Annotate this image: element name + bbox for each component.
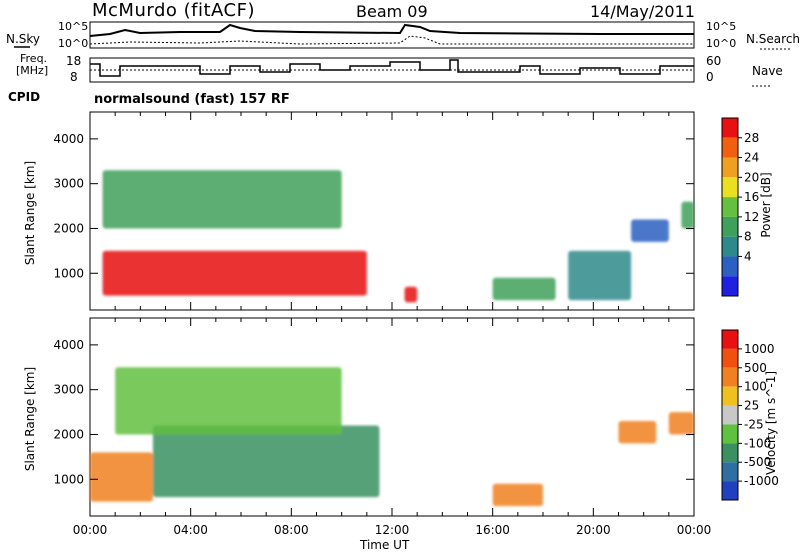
station-title: McMurdo (fitACF) — [92, 0, 255, 21]
data-region — [102, 250, 367, 296]
date-title: 14/May/2011 — [590, 2, 695, 21]
colorbar-segment — [722, 424, 738, 444]
data-region — [404, 286, 418, 303]
colorbar-segment — [722, 481, 738, 500]
x-tick-label: 12:00 — [375, 523, 410, 537]
colorbar-tick-label: 4 — [744, 249, 752, 263]
colorbar-tick-label: -1000 — [744, 474, 779, 488]
nsky-line — [89, 23, 694, 37]
colorbar-tick-label: 28 — [744, 131, 759, 145]
x-tick-label: 08:00 — [274, 523, 309, 537]
x-tick-label: 16:00 — [475, 523, 510, 537]
nsearch-tick-top: 10^5 — [706, 20, 737, 33]
y-tick-label: 4000 — [53, 338, 84, 352]
x-tick-label: 20:00 — [576, 523, 611, 537]
power-panel: 1000 2000 3000 4000 — [53, 111, 695, 311]
colorbar-tick-label: 100 — [744, 380, 767, 394]
colorbar-tick-label: 24 — [744, 151, 759, 165]
power-ylabel: Slant Range [km] — [23, 160, 37, 266]
nsearch-label: N.Search — [746, 32, 800, 46]
colorbar-segment — [722, 443, 738, 463]
colorbar-tick-label: -25 — [744, 417, 764, 431]
colorbar-tick-label: 500 — [744, 361, 767, 375]
data-region — [618, 421, 657, 444]
nsky-tick-top: 10^5 — [58, 20, 89, 33]
freq-unit: [MHz] — [16, 64, 49, 77]
y-tick-label: 3000 — [53, 383, 84, 397]
power-colorbar: 28 24 20 16 12 8 4 — [721, 117, 759, 297]
y-tick-label: 3000 — [53, 177, 84, 191]
beam-title: Beam 09 — [356, 2, 428, 21]
x-tick-labels: 00:00 04:00 08:00 12:00 16:00 20:00 00:00 — [73, 523, 712, 537]
colorbar-tick-label: 1000 — [744, 342, 775, 356]
data-region — [90, 452, 153, 502]
cpid-label: CPID — [8, 90, 41, 104]
xaxis-label: Time UT — [360, 538, 410, 552]
y-tick-label: 1000 — [53, 472, 84, 486]
colorbar-tick-label: 20 — [744, 170, 759, 184]
data-region — [681, 201, 694, 229]
freq-line — [90, 59, 694, 77]
colorbar-tick-label: 16 — [744, 190, 759, 204]
colorbar-frame — [721, 117, 739, 297]
colorbar-frame — [721, 329, 739, 501]
power-data — [102, 170, 694, 303]
colorbar-tick-label: 12 — [744, 210, 759, 224]
y-tick-label: 4000 — [53, 132, 84, 146]
velocity-colorbar-label: Velocity [m s^-1] — [764, 370, 778, 476]
cpid-value: normalsound (fast) 157 RF — [94, 92, 290, 107]
colorbar-segment — [722, 386, 738, 406]
x-tick-label: 00:00 — [73, 523, 108, 537]
colorbar-segment — [722, 367, 738, 387]
nsearch-tick-bottom: 10^0 — [706, 37, 737, 50]
colorbar-segment — [722, 236, 738, 257]
colorbar-segment — [722, 256, 738, 277]
colorbar-segment — [722, 216, 738, 237]
colorbar-segment — [722, 177, 738, 198]
velocity-colorbar: 1000 500 100 25 -25 -100 -500 -1000 — [721, 329, 779, 501]
y-tick-label: 2000 — [53, 427, 84, 441]
data-region — [102, 170, 342, 229]
colorbar-segment — [722, 348, 738, 368]
colorbar-tick-label: 25 — [744, 399, 759, 413]
nsearch-line — [89, 35, 694, 45]
nave-tick-top: 60 — [706, 54, 722, 68]
y-tick-label: 2000 — [53, 221, 84, 235]
velocity-ylabel: Slant Range [km] — [23, 366, 37, 472]
nave-label: Nave — [752, 64, 783, 78]
colorbar-segment — [722, 330, 738, 349]
y-tick-label: 1000 — [53, 266, 84, 280]
data-region — [492, 483, 543, 507]
x-tick-label: 04:00 — [173, 523, 208, 537]
freq-tick-bottom: 8 — [70, 70, 78, 84]
data-region — [492, 277, 556, 301]
colorbar-segment — [722, 118, 738, 138]
velocity-data — [90, 367, 694, 507]
power-colorbar-label: Power [dB] — [759, 172, 773, 238]
colorbar-segment — [722, 462, 738, 482]
data-region — [631, 219, 669, 242]
colorbar-tick-label: 8 — [744, 230, 752, 244]
nsky-tick-bottom: 10^0 — [58, 37, 89, 50]
nsky-label: N.Sky — [6, 32, 41, 46]
colorbar-tick-label: -100 — [744, 436, 771, 450]
colorbar-segment — [722, 157, 738, 178]
data-region — [668, 412, 694, 435]
data-region — [568, 250, 632, 301]
data-region — [115, 367, 342, 435]
nave-tick-bottom: 0 — [706, 70, 714, 84]
colorbar-tick-label: -500 — [744, 455, 771, 469]
colorbar-segment — [722, 405, 738, 425]
freq-tick-top: 18 — [66, 54, 82, 68]
velocity-panel: 1000 2000 3000 4000 — [53, 317, 695, 517]
freq-label: Freq. — [20, 52, 48, 65]
colorbar-segment — [722, 276, 738, 296]
data-region — [152, 425, 380, 498]
x-tick-label: 00:00 — [677, 523, 712, 537]
colorbar-segment — [722, 137, 738, 158]
nsky-panel — [89, 21, 695, 49]
colorbar-segment — [722, 197, 738, 217]
freq-panel — [89, 57, 695, 83]
